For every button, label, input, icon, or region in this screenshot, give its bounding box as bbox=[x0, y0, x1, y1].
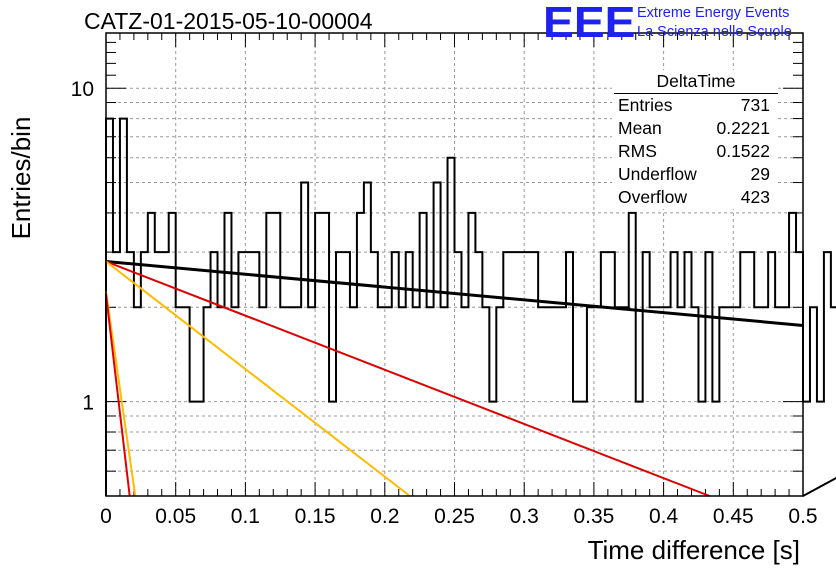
x-tick-label: 0 bbox=[100, 505, 112, 528]
x-tick-label: 0.25 bbox=[434, 505, 475, 528]
stats-row: Overflow 423 bbox=[612, 186, 778, 209]
x-tick-labels: 0 0.05 0.1 0.15 0.2 0.25 0.3 0.35 0.4 0.45 0.5 bbox=[100, 505, 817, 528]
plot-frame bbox=[105, 32, 804, 497]
stats-label: Underflow bbox=[618, 164, 697, 184]
x-tick-label: 0.5 bbox=[788, 505, 817, 528]
fit-line bbox=[105, 260, 411, 497]
x-tick-label: 0.05 bbox=[155, 505, 196, 528]
histogram-series bbox=[105, 117, 836, 497]
stats-label: Mean bbox=[618, 118, 662, 138]
stats-row: RMS 0.1522 bbox=[612, 140, 778, 163]
fit-line bbox=[105, 291, 137, 497]
x-tick-label: 0.35 bbox=[573, 505, 614, 528]
x-tick-label: 0.3 bbox=[510, 505, 539, 528]
fit-curves bbox=[105, 259, 804, 497]
stats-title: DeltaTime bbox=[614, 70, 778, 94]
x-tick-label: 0.2 bbox=[370, 505, 399, 528]
run-title: CATZ-01-2015-05-10-00004 bbox=[84, 8, 373, 34]
stats-label: RMS bbox=[618, 141, 657, 161]
logo-line-1: Extreme Energy Events bbox=[637, 5, 790, 21]
fit-line bbox=[105, 294, 131, 497]
x-tick-label: 0.15 bbox=[295, 505, 336, 528]
fit-line bbox=[105, 260, 710, 497]
logo-line-2: La Scienza nelle Scuole bbox=[637, 24, 792, 40]
stats-value: 0.1522 bbox=[716, 141, 770, 161]
x-tick-label: 0.4 bbox=[649, 505, 679, 528]
stats-box: DeltaTime Entries 731 Mean 0.2221 RMS 0.… bbox=[612, 70, 778, 209]
x-axis-label: Time difference [s] bbox=[588, 535, 800, 565]
y-tick-label: 10 bbox=[71, 78, 94, 101]
stats-label: Overflow bbox=[618, 187, 688, 207]
grid-lines bbox=[106, 33, 803, 496]
stats-value: 0.2221 bbox=[716, 118, 770, 138]
stats-value: 423 bbox=[740, 187, 770, 207]
stats-value: 29 bbox=[750, 164, 770, 184]
y-tick-labels: 1 10 bbox=[71, 78, 94, 414]
eee-logo: EEE bbox=[543, 0, 636, 47]
y-axis-label: Entries/bin bbox=[6, 117, 36, 240]
y-tick-label: 1 bbox=[82, 392, 94, 415]
stats-row: Underflow 29 bbox=[612, 163, 778, 186]
stats-label: Entries bbox=[618, 95, 673, 115]
x-tick-label: 0.1 bbox=[231, 505, 260, 528]
stats-row: Entries 731 bbox=[612, 94, 778, 117]
stats-row: Mean 0.2221 bbox=[612, 117, 778, 140]
stats-value: 731 bbox=[740, 95, 770, 115]
fit-line bbox=[105, 259, 804, 327]
x-tick-label: 0.45 bbox=[713, 505, 754, 528]
